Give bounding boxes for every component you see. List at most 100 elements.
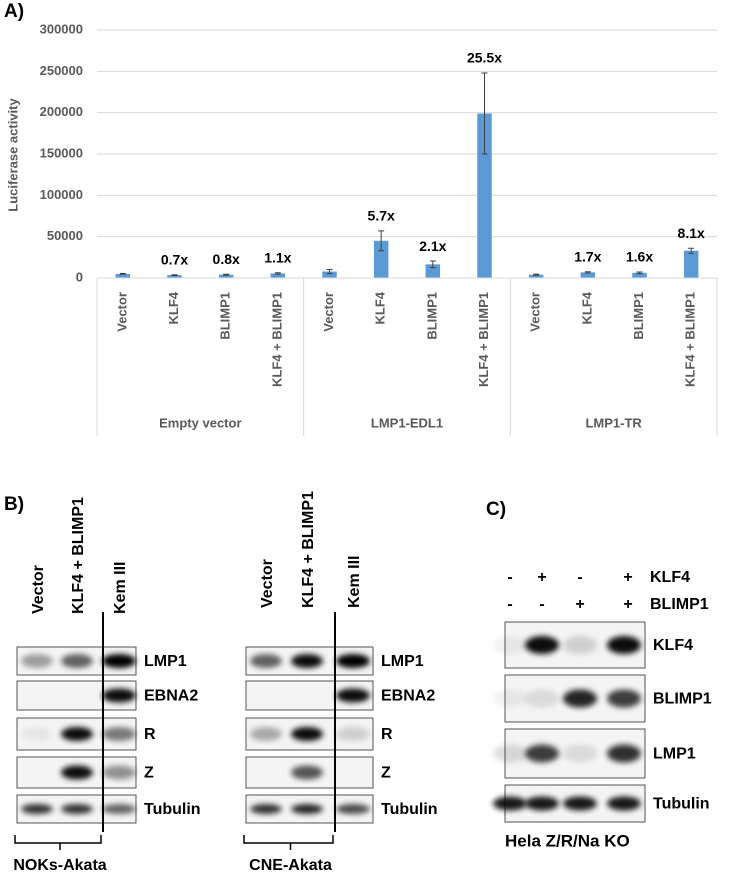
condition-sign: + — [623, 596, 632, 613]
bracket — [14, 835, 102, 850]
lane-label: KLF4 + BLIMP1 — [300, 491, 317, 608]
blot-band — [525, 744, 559, 763]
error-bar — [584, 271, 591, 274]
blot-band — [493, 796, 527, 811]
condition-sign: - — [539, 596, 544, 613]
blot-band — [607, 744, 641, 763]
error-bar — [429, 260, 436, 269]
blot-band — [102, 688, 136, 703]
condition-sign: + — [623, 569, 632, 586]
y-tick-label: 300000 — [40, 21, 83, 36]
blot-band — [563, 636, 597, 654]
blot-band — [525, 796, 559, 811]
blot-band — [21, 654, 53, 668]
blot-band — [291, 727, 323, 741]
fold-change-label: 0.7x — [161, 251, 188, 267]
y-tick-label: 100000 — [40, 187, 83, 202]
error-bar — [326, 268, 333, 275]
blot-band — [291, 765, 323, 780]
condition-sign: + — [575, 596, 584, 613]
error-bar — [119, 272, 126, 275]
blot-band — [607, 636, 641, 654]
blot-band — [525, 636, 559, 654]
error-bar — [636, 271, 643, 275]
lane-label: Kem III — [346, 556, 363, 608]
protein-label: R — [144, 726, 156, 743]
blot-band — [21, 804, 53, 814]
bar — [477, 113, 492, 278]
condition-sign: - — [507, 569, 512, 586]
blot-band — [336, 804, 370, 814]
fold-change-label: 25.5x — [467, 50, 502, 66]
blot-band — [61, 804, 93, 814]
blot-band — [102, 765, 136, 780]
bar — [580, 272, 596, 278]
protein-label: R — [381, 726, 393, 743]
blot-band — [525, 689, 559, 708]
blot-band — [336, 688, 370, 703]
fold-change-label: 1.6x — [626, 249, 653, 265]
protein-label: LMP1 — [144, 653, 187, 670]
cell-line-label: CNE-Akata — [249, 857, 332, 874]
blot-band — [291, 654, 323, 668]
bar — [270, 273, 286, 278]
blot-band — [250, 654, 282, 668]
group-label: LMP1-EDL1 — [371, 415, 443, 430]
protein-label: Z — [381, 765, 391, 782]
x-tick-label: BLIMP1 — [631, 292, 646, 340]
blot-band — [102, 804, 136, 814]
panel-label: B) — [4, 494, 24, 515]
blot-band — [250, 804, 282, 814]
blot-band — [291, 804, 323, 814]
bar — [632, 272, 647, 278]
bar — [425, 264, 441, 278]
x-tick-label: KLF4 + BLIMP1 — [476, 292, 491, 387]
protein-label: Tubulin — [381, 801, 438, 818]
condition-label: BLIMP1 — [650, 596, 709, 613]
protein-label: LMP1 — [381, 653, 424, 670]
fold-change-label: 8.1x — [678, 225, 705, 241]
x-tick-label: KLF4 — [166, 291, 181, 324]
cell-line-label: Hela Z/R/Na KO — [505, 831, 630, 850]
bar — [322, 271, 337, 278]
error-bar — [171, 274, 178, 277]
lane-label: KLF4 + BLIMP1 — [70, 497, 87, 614]
protein-label: Tubulin — [653, 796, 710, 813]
blot-band — [336, 654, 370, 668]
fold-change-label: 0.8x — [213, 251, 240, 267]
y-tick-label: 0 — [76, 269, 83, 284]
protein-label: BLIMP1 — [653, 691, 712, 708]
x-tick-label: KLF4 + BLIMP1 — [683, 292, 698, 387]
protein-label: EBNA2 — [144, 688, 198, 705]
group-label: Empty vector — [159, 415, 241, 430]
x-tick-label: BLIMP1 — [218, 292, 233, 340]
blot-band — [102, 727, 136, 741]
blot-band — [21, 727, 53, 741]
error-bar — [481, 72, 488, 155]
blot-band — [102, 654, 136, 668]
fold-change-label: 1.7x — [574, 248, 601, 264]
error-bar — [223, 273, 230, 276]
blot-band — [61, 727, 93, 741]
blot-band — [607, 796, 641, 811]
bar — [167, 275, 182, 278]
y-tick-label: 250000 — [40, 63, 83, 78]
bar — [373, 240, 389, 278]
error-bar — [378, 230, 385, 252]
x-tick-label: Vector — [321, 292, 336, 332]
blot-band — [250, 727, 282, 741]
blot-band — [61, 654, 93, 668]
y-tick-label: 50000 — [47, 228, 83, 243]
blot-band — [563, 744, 597, 763]
fold-change-label: 1.1x — [264, 249, 291, 265]
blot-band — [336, 727, 370, 741]
blot-band — [493, 636, 527, 654]
bracket — [243, 835, 334, 850]
y-tick-label: 200000 — [40, 104, 83, 119]
fold-change-label: 2.1x — [419, 238, 446, 254]
group-label: LMP1-TR — [585, 415, 642, 430]
blot-band — [493, 744, 527, 763]
protein-label: EBNA2 — [381, 688, 435, 705]
blot-band — [493, 689, 527, 708]
